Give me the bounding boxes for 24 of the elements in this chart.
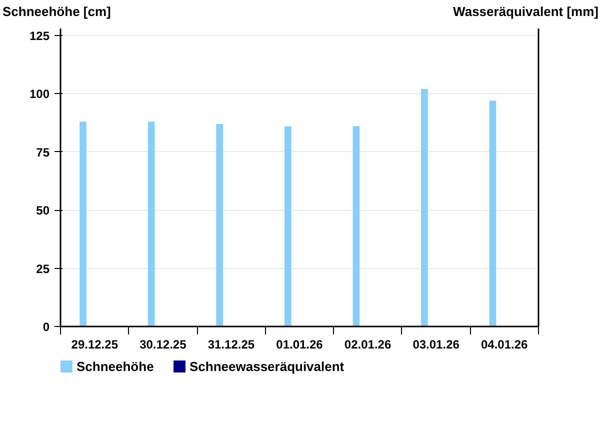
bar [216,124,224,326]
bar [148,122,155,326]
y-tick-label: 0 [42,320,50,334]
y2-axis-title: Wasseräquivalent [mm] [453,4,599,19]
y-tick-label: 125 [29,28,50,43]
x-tick-label: 01.01.26 [276,338,324,352]
x-tick-label: 30.12.25 [140,338,187,352]
x-tick-label: 29.12.25 [71,338,118,352]
x-tick-label: 31.12.25 [208,338,255,352]
bar [421,89,428,326]
x-tick-label: 04.01.26 [481,338,528,352]
y-axis-title: Schneehöhe [cm] [2,4,111,19]
legend-label: Schneewasseräquivalent [190,359,345,374]
x-tick-label: 02.01.26 [344,338,392,352]
bar [80,122,86,326]
bar [352,126,360,326]
y-tick-label: 100 [29,87,50,102]
legend-label: Schneehöhe [76,359,154,374]
y-tick-label: 75 [36,145,50,160]
y-tick-label: 25 [36,262,50,276]
y-tick-label: 50 [36,204,50,218]
bar [284,126,292,326]
x-tick-label: 03.01.26 [412,338,460,352]
bar [489,100,496,326]
